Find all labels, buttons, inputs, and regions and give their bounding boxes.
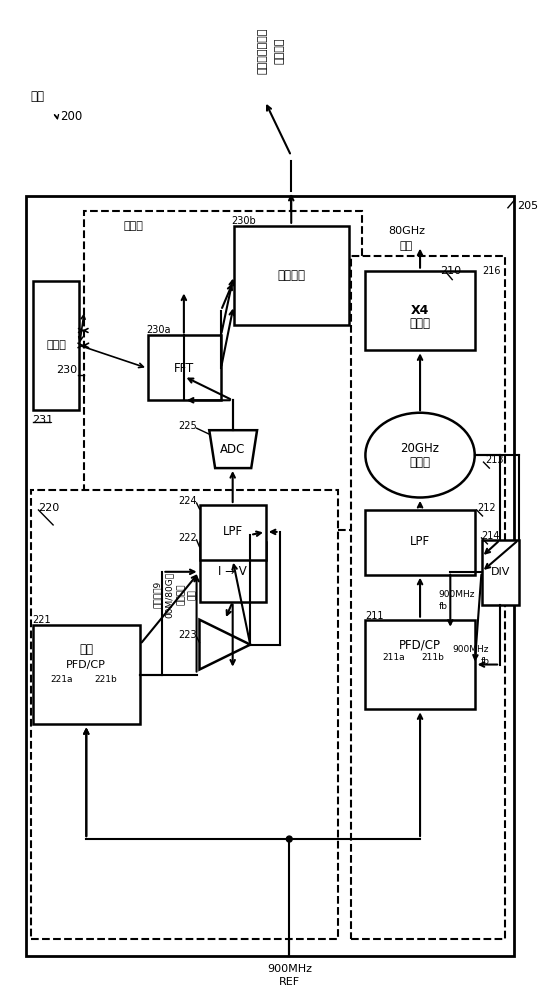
Text: 振荡器: 振荡器 bbox=[410, 456, 430, 469]
Text: FFT: FFT bbox=[174, 362, 194, 375]
Text: 误差: 误差 bbox=[188, 589, 197, 600]
Bar bbox=[365, 271, 475, 350]
Text: 200: 200 bbox=[60, 110, 82, 123]
Text: PFD/CP: PFD/CP bbox=[399, 638, 441, 651]
Text: 900MHz: 900MHz bbox=[453, 645, 489, 654]
Bar bbox=[26, 196, 514, 956]
Text: 211: 211 bbox=[365, 611, 384, 621]
Bar bbox=[33, 281, 80, 410]
Text: fb: fb bbox=[438, 602, 448, 611]
Text: 输出: 输出 bbox=[400, 241, 413, 251]
Text: REF: REF bbox=[279, 977, 300, 987]
Text: 报告合成器相位: 报告合成器相位 bbox=[258, 28, 268, 74]
Text: 211b: 211b bbox=[421, 653, 444, 662]
Text: 80GHz: 80GHz bbox=[388, 226, 425, 236]
Text: 216: 216 bbox=[482, 266, 501, 276]
Text: 214: 214 bbox=[481, 531, 500, 541]
Text: 213: 213 bbox=[486, 455, 504, 465]
Text: ADC: ADC bbox=[220, 443, 246, 456]
Text: 224: 224 bbox=[178, 496, 197, 506]
Text: 211a: 211a bbox=[382, 653, 405, 662]
Text: 222: 222 bbox=[178, 533, 197, 543]
Bar bbox=[148, 335, 221, 400]
Text: 230: 230 bbox=[56, 365, 78, 375]
Text: 230a: 230a bbox=[146, 325, 170, 335]
Text: 900MHz: 900MHz bbox=[267, 964, 312, 974]
Text: LPF: LPF bbox=[223, 525, 243, 538]
Text: 00M/80G缩: 00M/80G缩 bbox=[165, 572, 174, 618]
Text: DIV: DIV bbox=[491, 567, 510, 577]
Text: 处理器: 处理器 bbox=[123, 221, 143, 231]
Text: 放的相位: 放的相位 bbox=[177, 584, 185, 605]
Bar bbox=[31, 490, 338, 939]
Text: 230b: 230b bbox=[232, 216, 256, 226]
Text: LPF: LPF bbox=[410, 535, 430, 548]
Bar bbox=[199, 542, 266, 602]
Text: I → V: I → V bbox=[218, 565, 247, 578]
Text: 205: 205 bbox=[517, 201, 538, 211]
Text: 噪声故障: 噪声故障 bbox=[275, 38, 285, 64]
Bar bbox=[199, 505, 266, 560]
Text: 221a: 221a bbox=[50, 675, 73, 684]
Text: 存储器: 存储器 bbox=[46, 340, 66, 350]
Text: 221b: 221b bbox=[94, 675, 117, 684]
Text: PFD/CP: PFD/CP bbox=[66, 660, 106, 670]
Text: fb: fb bbox=[480, 657, 489, 666]
Text: 223: 223 bbox=[178, 630, 197, 640]
Bar bbox=[33, 625, 140, 724]
Bar bbox=[85, 211, 363, 530]
Bar bbox=[365, 510, 475, 575]
Text: 倍频器: 倍频器 bbox=[410, 317, 430, 330]
Text: 包含按照9: 包含按照9 bbox=[153, 581, 162, 608]
Text: 225: 225 bbox=[178, 421, 197, 431]
Text: 副本: 副本 bbox=[79, 643, 93, 656]
Bar bbox=[234, 226, 349, 325]
Text: 212: 212 bbox=[478, 503, 496, 513]
Text: X4: X4 bbox=[411, 304, 429, 317]
Text: 阈值比较: 阈值比较 bbox=[278, 269, 305, 282]
Bar bbox=[351, 256, 505, 939]
Text: 20GHz: 20GHz bbox=[401, 442, 440, 455]
Text: 221: 221 bbox=[33, 615, 51, 625]
Text: 900MHz: 900MHz bbox=[438, 590, 475, 599]
Text: 210: 210 bbox=[440, 266, 461, 276]
Bar bbox=[481, 540, 519, 605]
Bar bbox=[365, 620, 475, 709]
Text: 231: 231 bbox=[33, 415, 54, 425]
Circle shape bbox=[286, 836, 292, 842]
Text: 组合: 组合 bbox=[31, 90, 44, 103]
Text: 220: 220 bbox=[38, 503, 60, 513]
